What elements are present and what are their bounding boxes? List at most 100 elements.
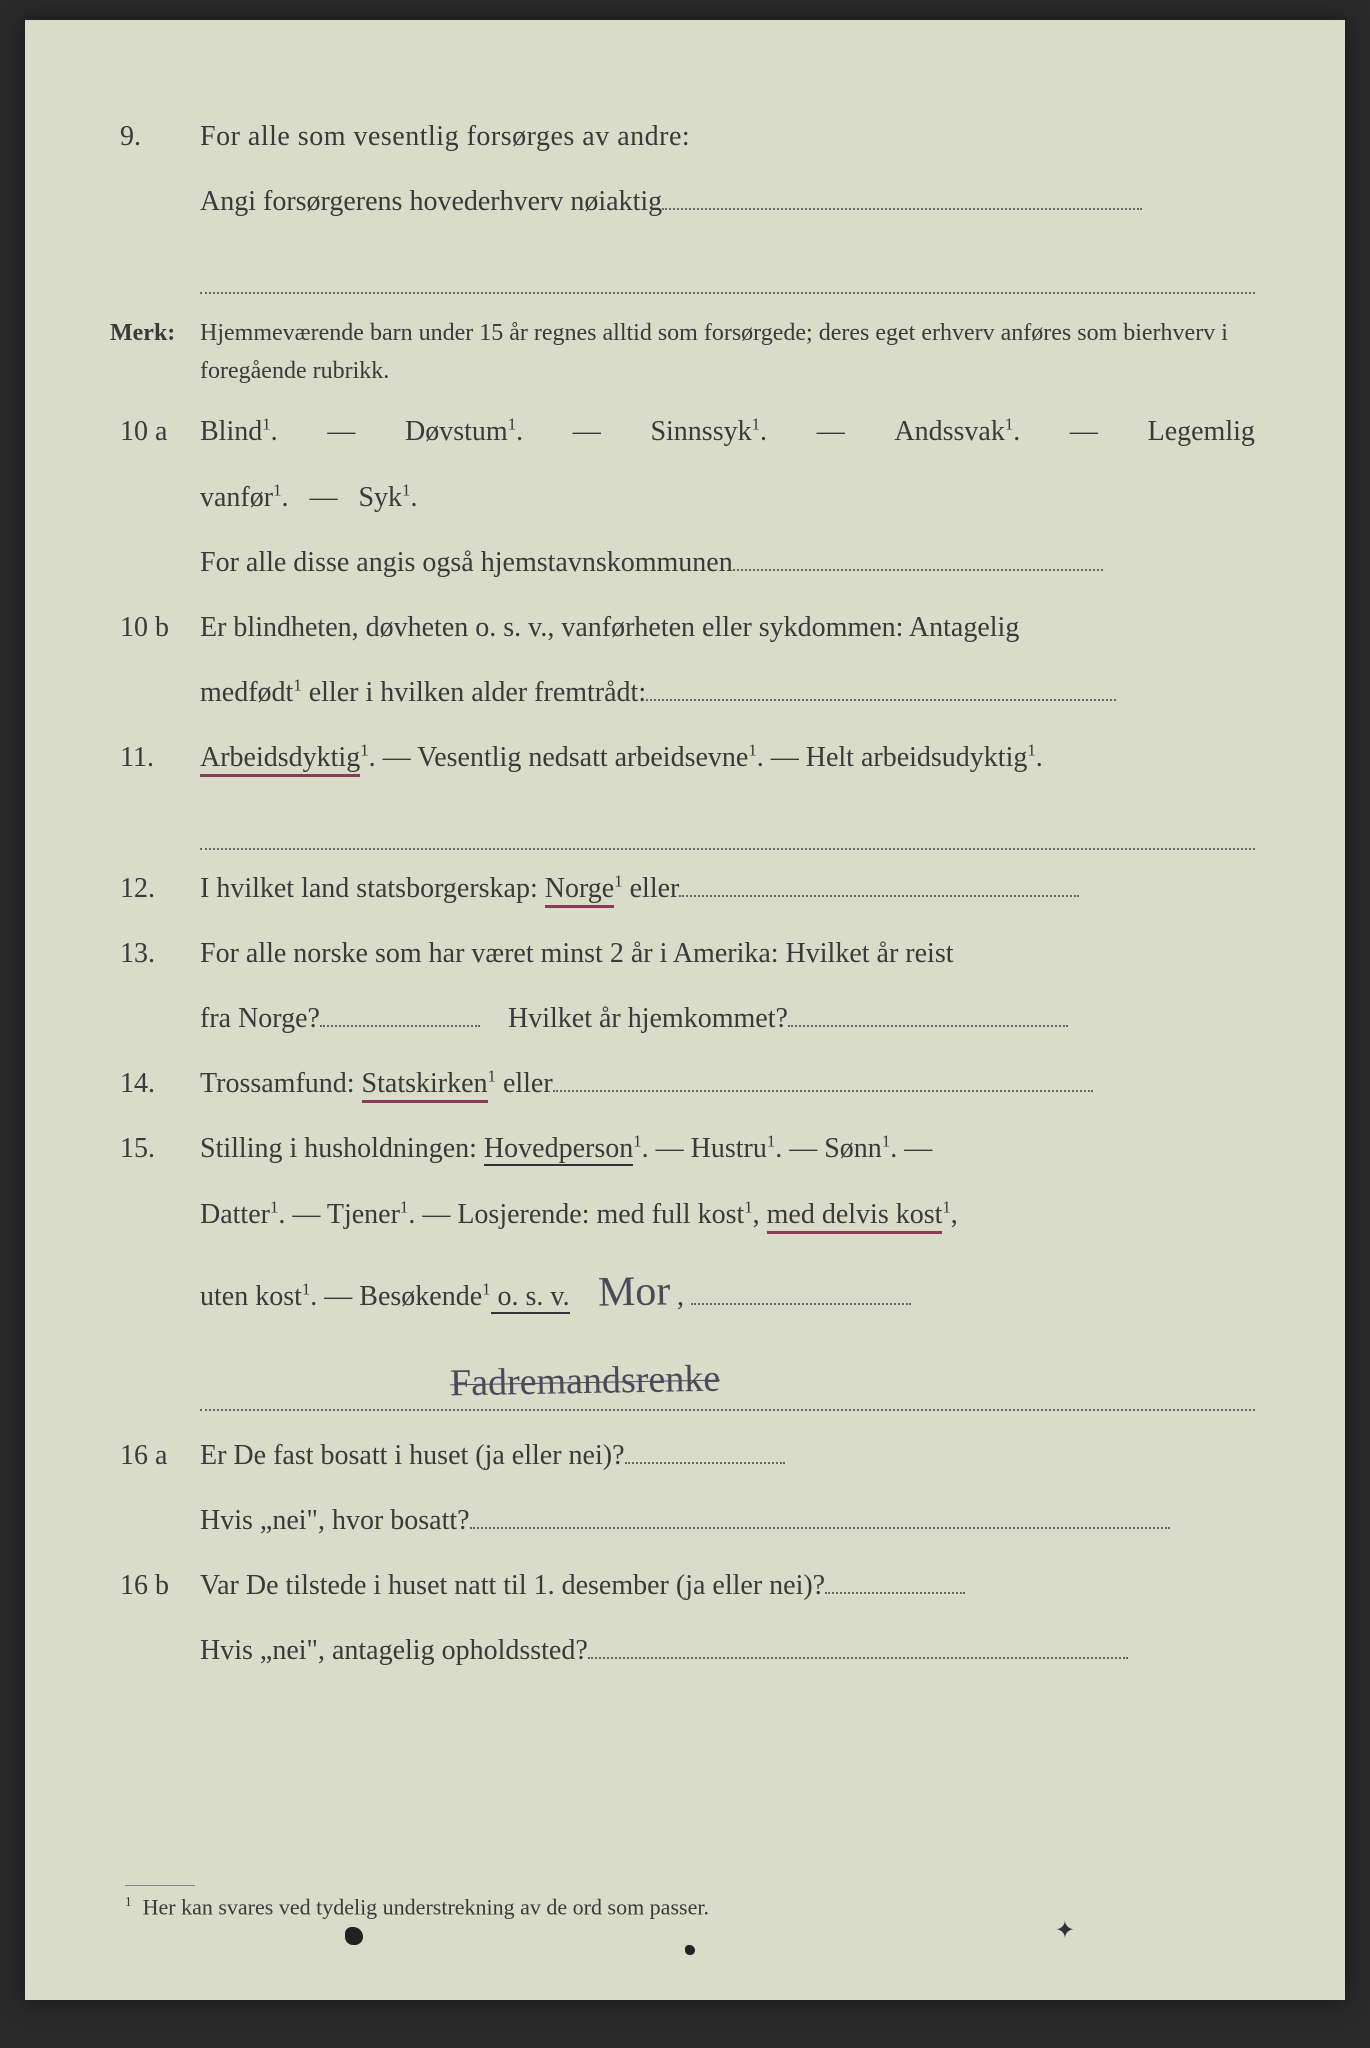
q10b-text1: Er blindheten, døvheten o. s. v., vanfør… [200,601,1255,654]
fill-line [200,796,1255,849]
dash: — [782,1133,824,1164]
q10a-opt6: vanfør [200,482,273,513]
dash: — [376,742,418,773]
q12-text1: I hvilket land statsborgerskap: [200,873,545,904]
q10a-row2: vanfør1. — Syk1. [110,471,1255,524]
q10a-opt4: Andssvak [894,416,1004,447]
dash: — [1070,405,1098,458]
q9-number: 9. [110,110,200,163]
q10a-row3: For alle disse angis også hjemstavnskomm… [110,536,1255,589]
fill-line [625,1462,785,1464]
q14-opt1: Statskirken [362,1068,488,1103]
fill-line [553,1090,1093,1092]
footnote-rule [125,1885,195,1886]
handwriting-1: Mor [597,1252,671,1333]
dash: — [309,482,337,513]
ink-mark-icon: ✦ [1055,1916,1075,1945]
q15-row1: 15. Stilling i husholdningen: Hovedperso… [110,1122,1255,1175]
q16b-text1: Var De tilstede i huset natt til 1. dese… [200,1570,825,1601]
q12-number: 12. [110,862,200,915]
q9-row2: Angi forsørgerens hovederhverv nøiaktig [110,175,1255,228]
fill-line [200,240,1255,293]
q13-text1: For alle norske som har været minst 2 år… [200,927,1255,980]
q15-text1: Stilling i husholdningen: [200,1133,484,1164]
q10b-text2a: medfødt [200,677,293,708]
q11-row1: 11. Arbeidsdyktig1. — Vesentlig nedsatt … [110,731,1255,784]
q15-number: 15. [110,1122,200,1175]
q11-opt3: Helt arbeidsudyktig [806,742,1028,773]
q14-row: 14. Trossamfund: Statskirken1 eller [110,1057,1255,1110]
q16b-row1: 16 b Var De tilstede i huset natt til 1.… [110,1559,1255,1612]
dash: — [764,742,806,773]
q10b-text2b: eller i hvilken alder fremtrådt: [302,677,646,708]
q15-opt5: Tjener [327,1199,400,1230]
q14-text1: Trossamfund: [200,1068,362,1099]
q11-opt1: Arbeidsdyktig [200,742,360,777]
fill-line [646,699,1116,701]
q13-text2b: Hvilket år hjemkommet? [508,1003,788,1034]
q10a-number: 10 a [110,405,200,458]
q10b-row1: 10 b Er blindheten, døvheten o. s. v., v… [110,601,1255,654]
ink-blot-icon [685,1945,695,1955]
q14-number: 14. [110,1057,200,1110]
q15-opt4: Datter [200,1199,270,1230]
fill-line [320,1025,480,1027]
q13-number: 13. [110,927,200,980]
q15-opt8: Besøkende [359,1281,482,1312]
merk-text: Hjemmeværende barn under 15 år regnes al… [200,314,1255,391]
q13-row2: fra Norge? Hvilket år hjemkommet? [110,992,1255,1045]
q9-row1: 9. For alle som vesentlig forsørges av a… [110,110,1255,163]
dash: — [327,405,355,458]
q12-opt1: Norge [545,873,614,908]
dash: — [649,1133,691,1164]
q10a-opt1: Blind [200,416,262,447]
dash: — [415,1199,457,1230]
q10a-row1: 10 a Blind1. — Døvstum1. — Sinnssyk1. — … [110,405,1255,458]
q13-row1: 13. For alle norske som har været minst … [110,927,1255,980]
q15-opt1: Hovedperson [484,1133,633,1166]
q11-opt2: Vesentlig nedsatt arbeidsevne [417,742,748,773]
q10a-text2: For alle disse angis også hjemstavnskomm… [200,547,733,578]
q9-text1: For alle som vesentlig forsørges av andr… [200,110,1255,163]
q12-text2: eller [623,873,680,904]
dash: — [573,405,601,458]
footnote-marker: 1 [125,1894,132,1909]
q16a-row1: 16 a Er De fast bosatt i huset (ja eller… [110,1429,1255,1482]
fill-line [679,895,1079,897]
q10a-opt7: Syk [358,482,402,513]
fill-line [691,1303,911,1305]
q16a-row2: Hvis „nei", hvor bosatt? [110,1494,1255,1547]
ink-blot-icon [345,1927,363,1945]
q9-text2: Angi forsørgerens hovederhverv nøiaktig [200,186,662,217]
dash: — [817,405,845,458]
q16a-text1: Er De fast bosatt i huset (ja eller nei)… [200,1440,625,1471]
footnote: 1 Her kan svares ved tydelig understrekn… [125,1885,709,1920]
q16a-text2: Hvis „nei", hvor bosatt? [200,1505,470,1536]
dash: — [317,1281,359,1312]
fill-line [825,1592,965,1594]
q15-opt2: Hustru [691,1133,767,1164]
q15-text2: Losjerende: med full kost [457,1199,744,1230]
q11-number: 11. [110,731,200,784]
q15-opt6: med delvis kost [767,1199,943,1234]
q11-row2 [110,796,1255,849]
q10b-number: 10 b [110,601,200,654]
fill-line [200,1409,1255,1411]
q16b-row2: Hvis „nei", antagelig opholdssted? [110,1624,1255,1677]
fill-line [662,208,1142,210]
q14-text2: eller [496,1068,553,1099]
q12-row: 12. I hvilket land statsborgerskap: Norg… [110,862,1255,915]
q10a-opt5: Legemlig [1148,405,1255,458]
dash: — [285,1199,327,1230]
handwriting-2: Fadremandsrenke [449,1342,720,1419]
q15-opt3: Sønn [824,1133,882,1164]
footnote-text: Her kan svares ved tydelig understreknin… [143,1894,709,1919]
fill-line [588,1657,1128,1659]
q15-row4: Fadremandsrenke [110,1345,1255,1417]
q15-text3: o. s. v. [491,1281,570,1314]
q10b-row2: medfødt1 eller i hvilken alder fremtrådt… [110,666,1255,719]
q15-row3: uten kost1. — Besøkende1 o. s. v. Mor , [110,1253,1255,1333]
q13-text2a: fra Norge? [200,1003,320,1034]
q16b-text2: Hvis „nei", antagelig opholdssted? [200,1635,588,1666]
q16a-number: 16 a [110,1429,200,1482]
